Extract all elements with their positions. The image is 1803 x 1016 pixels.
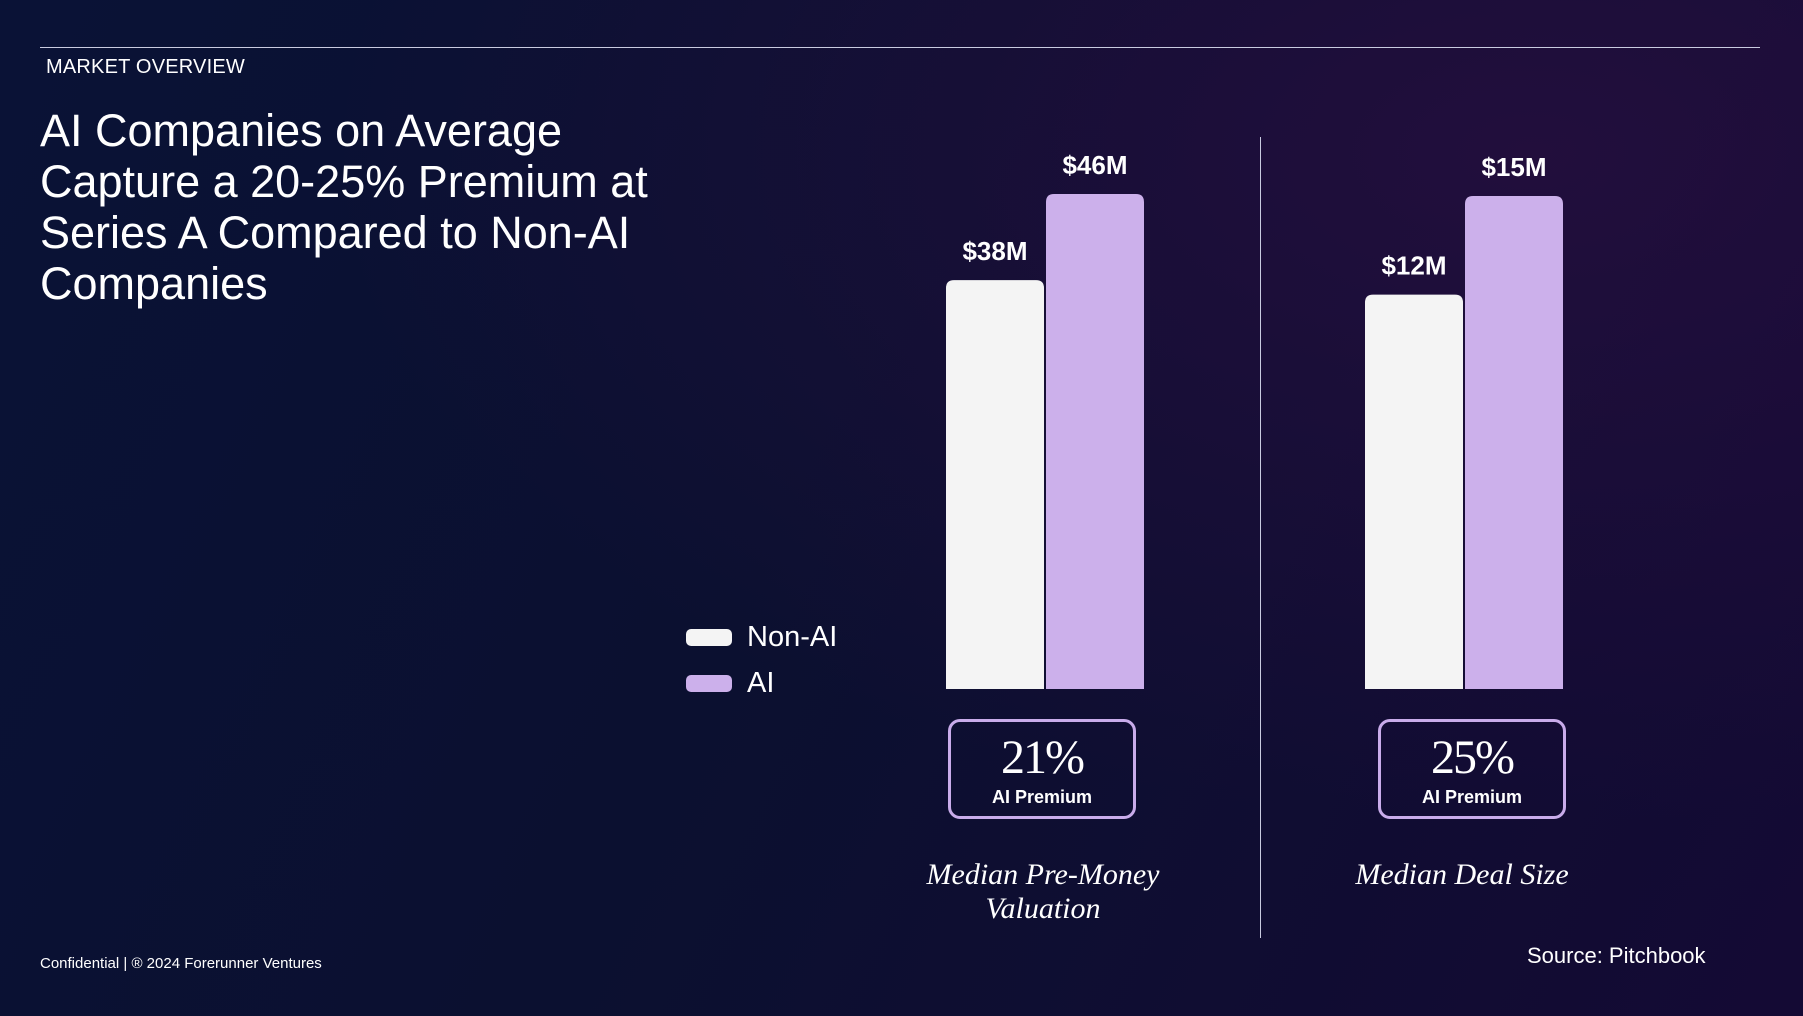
data-label-valuation-non-ai: $38M <box>962 236 1027 266</box>
premium-label-deal-size: AI Premium <box>1421 787 1523 807</box>
legend-swatch-non-ai <box>686 628 732 646</box>
bar-valuation-ai <box>1046 194 1144 689</box>
legend-swatch-ai <box>686 674 732 692</box>
legend-label-ai: AI <box>747 666 775 699</box>
bar-valuation-non-ai <box>946 280 1044 689</box>
legend-label-non-ai: Non-AI <box>747 620 838 653</box>
data-label-valuation-ai: $46M <box>1062 150 1127 180</box>
premium-box-valuation: 21% AI Premium <box>948 719 1136 819</box>
group-label-deal-size: Median Deal Size <box>1355 858 1569 891</box>
premium-box-deal-size: 25% AI Premium <box>1378 719 1566 819</box>
legend-item-non-ai: Non-AI <box>686 614 837 660</box>
top-divider-line <box>40 47 1760 48</box>
bar-deal-size-non-ai <box>1365 294 1463 689</box>
section-label: MARKET OVERVIEW <box>46 56 245 78</box>
premium-value-valuation: 21% <box>1001 731 1085 784</box>
premium-label-valuation: AI Premium <box>991 787 1093 807</box>
chart-divider <box>1260 137 1261 938</box>
premium-value-deal-size: 25% <box>1431 731 1515 784</box>
bar-deal-size-ai <box>1465 196 1563 689</box>
slide-title: AI Companies on Average Capture a 20-25%… <box>40 105 648 309</box>
confidential-footer: Confidential | ® 2024 Forerunner Venture… <box>40 955 322 972</box>
chart-legend: Non-AI AI <box>686 614 837 706</box>
data-label-deal-size-non-ai: $12M <box>1381 251 1446 281</box>
legend-item-ai: AI <box>686 660 837 706</box>
group-label-valuation: Median Pre-Money Valuation <box>926 858 1160 925</box>
source-note: Source: Pitchbook <box>1527 943 1706 968</box>
data-label-deal-size-ai: $15M <box>1481 152 1546 182</box>
